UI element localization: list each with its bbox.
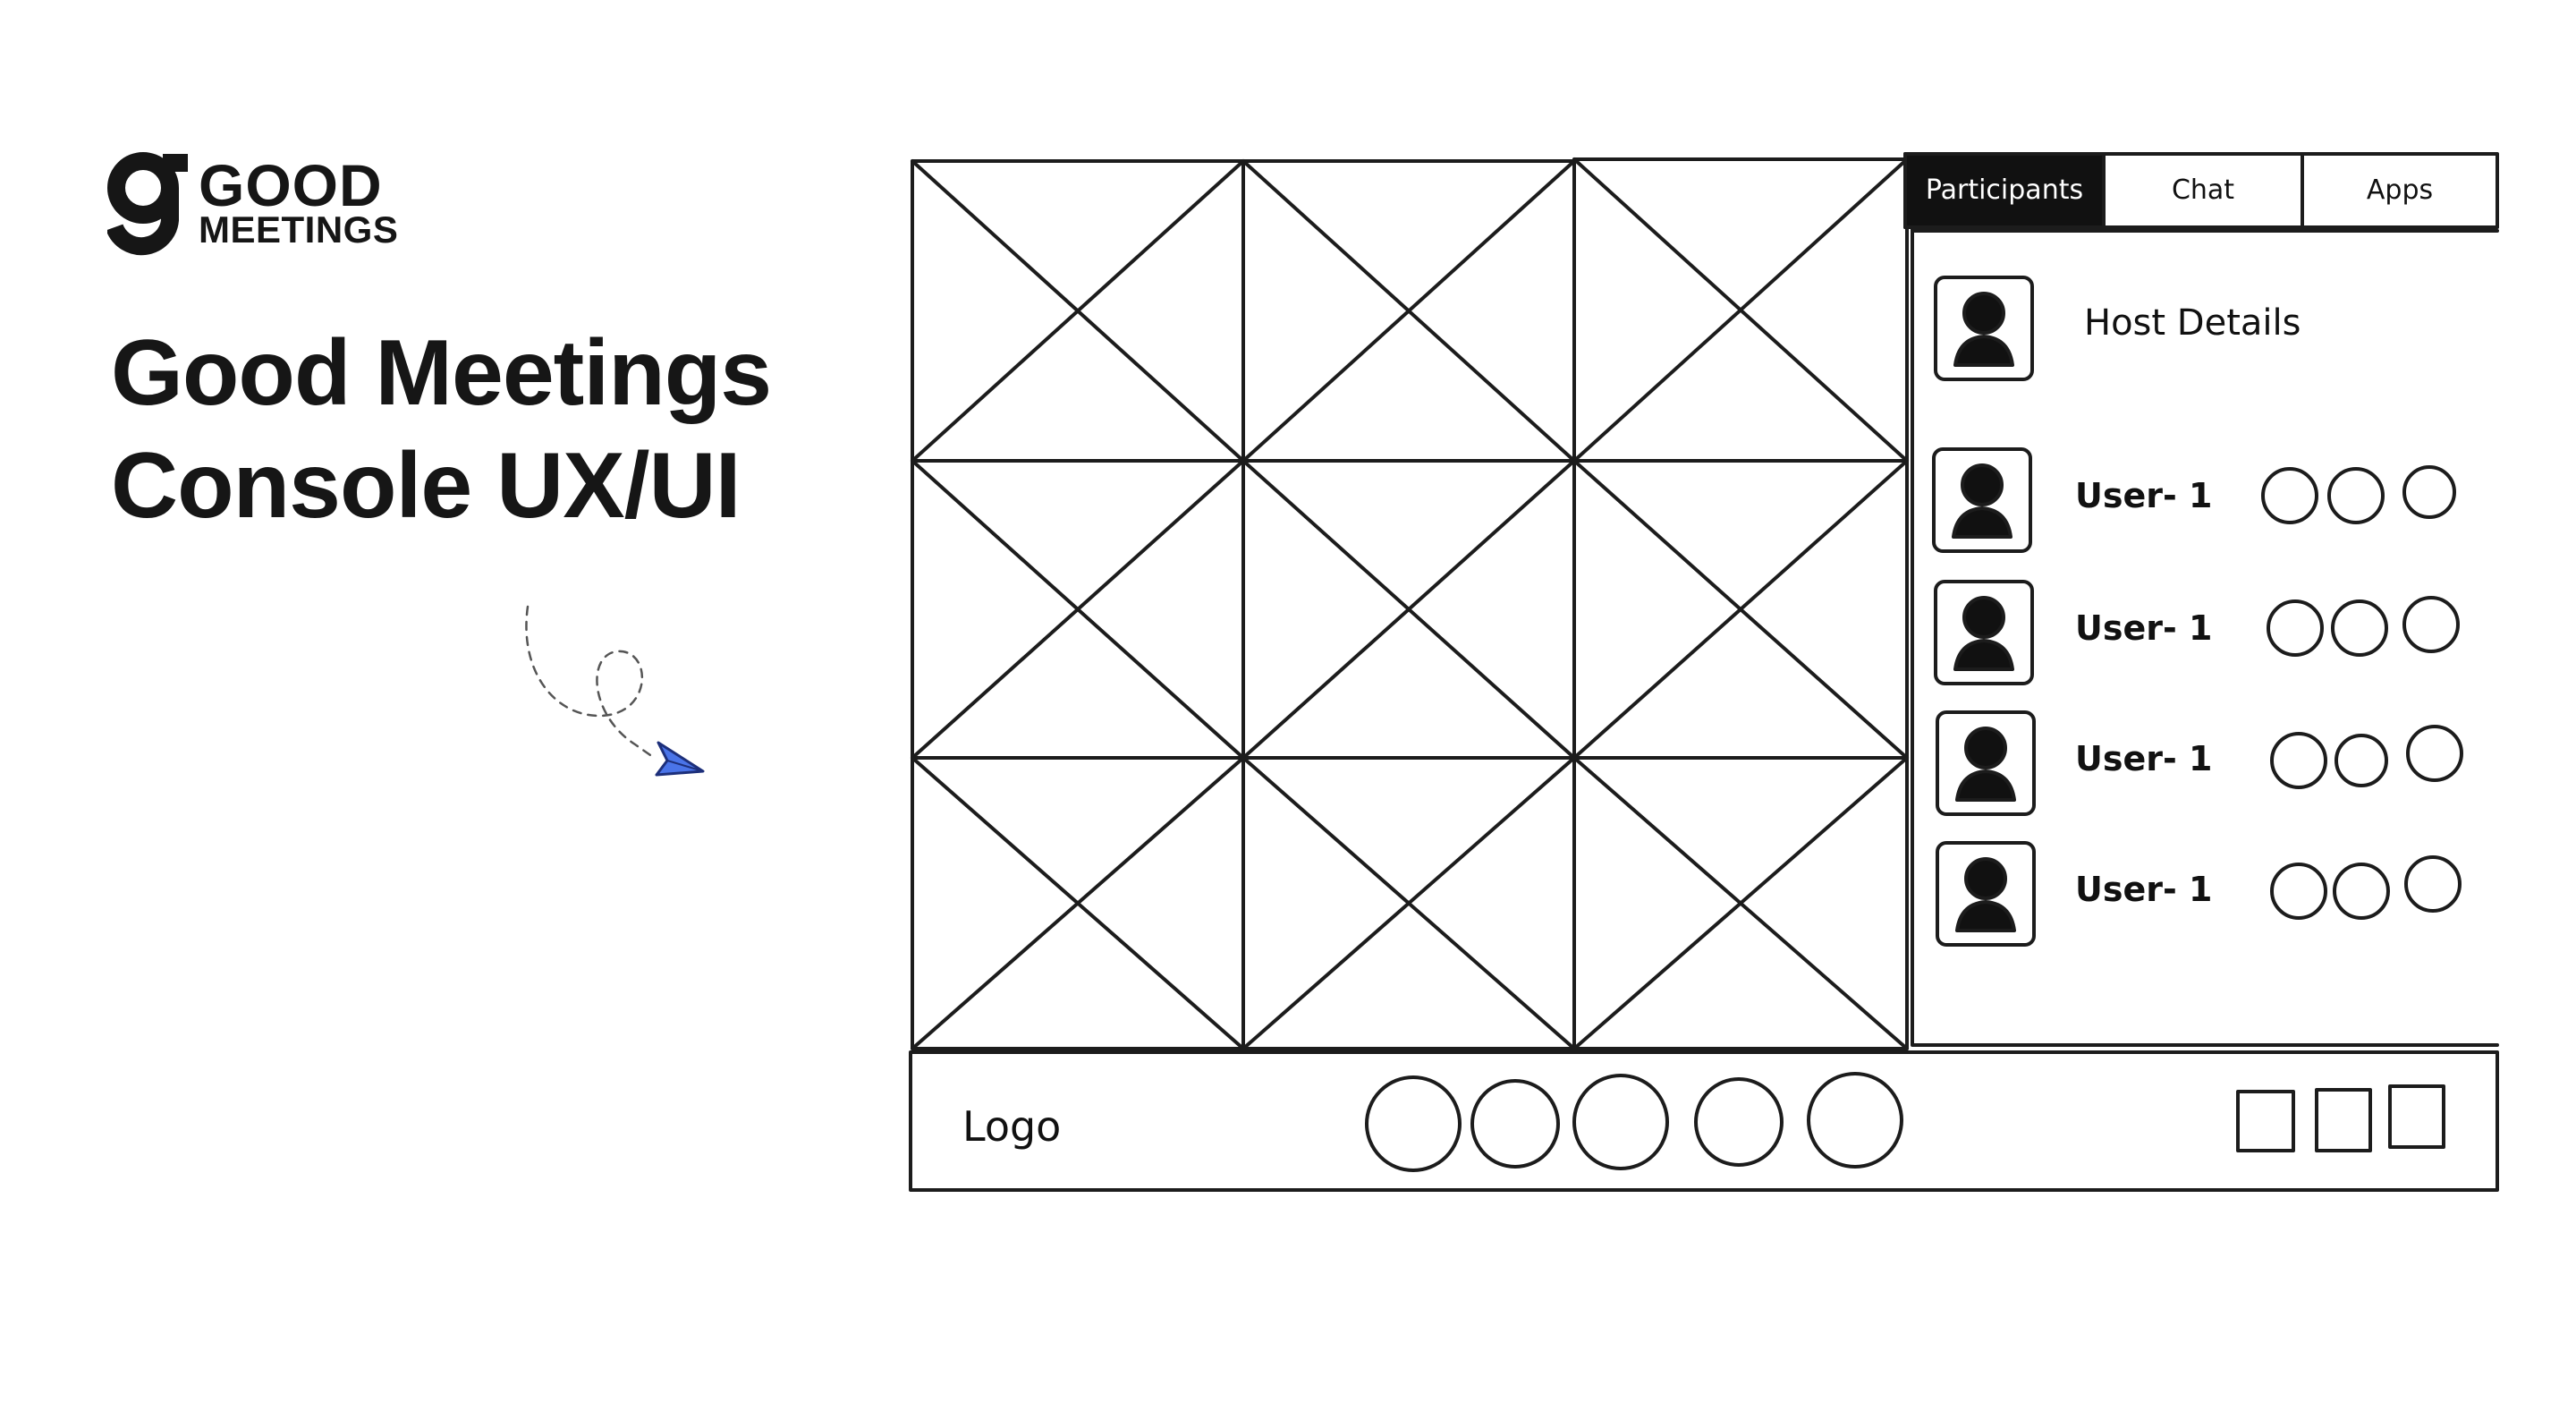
tab-chat[interactable]: Chat [2171, 174, 2235, 206]
brand-name-line2: MEETINGS [199, 208, 399, 251]
tab-participants[interactable]: Participants [1925, 174, 2084, 206]
user-controls [2270, 855, 2462, 920]
video-tile-placeholder [911, 159, 1245, 463]
participant-name: User- 1 [2075, 870, 2213, 909]
user-controls [2267, 596, 2460, 657]
video-tile-placeholder [1572, 756, 1909, 1050]
page-title-line2: Console UX/UI [111, 434, 741, 538]
participant-name: User- 1 [2075, 608, 2213, 648]
footer-square-buttons [2236, 1084, 2445, 1152]
tab-participants-bg [1903, 152, 2106, 229]
video-tile-placeholder [911, 756, 1245, 1050]
participant-name: User- 1 [2075, 739, 2213, 778]
footer-round-buttons [1365, 1072, 1903, 1172]
user-avatar-icon [1936, 710, 2036, 816]
brand-name-line1: GOOD [199, 152, 383, 218]
tab-apps[interactable]: Apps [2366, 174, 2434, 206]
host-details-label: Host Details [2084, 302, 2301, 344]
page-title-line1: Good Meetings [111, 321, 772, 425]
video-tile-placeholder [1572, 157, 1909, 463]
video-tile-placeholder [1241, 159, 1576, 463]
participants-panel [1903, 152, 2499, 1047]
page-title: Good Meetings Console UX/UI [111, 317, 772, 542]
user-controls [2261, 465, 2456, 524]
user-avatar-icon [1934, 580, 2034, 685]
footer-toolbar [909, 1050, 2499, 1192]
paper-plane-icon [525, 605, 705, 777]
video-tile-placeholder [1241, 756, 1576, 1050]
user-controls [2270, 725, 2463, 789]
console-wireframe [909, 152, 2499, 1192]
video-tile-placeholder [911, 459, 1245, 760]
user-avatar-icon [1936, 841, 2036, 947]
video-tile-placeholder [1572, 459, 1909, 760]
video-tile-placeholder [1241, 459, 1576, 760]
participant-name: User- 1 [2075, 476, 2213, 515]
host-avatar-icon [1934, 276, 2034, 381]
footer-logo-label: Logo [962, 1102, 1062, 1151]
user-avatar-icon [1932, 447, 2032, 553]
g-logo-mark-icon [107, 152, 188, 256]
video-grid [911, 157, 1909, 1050]
